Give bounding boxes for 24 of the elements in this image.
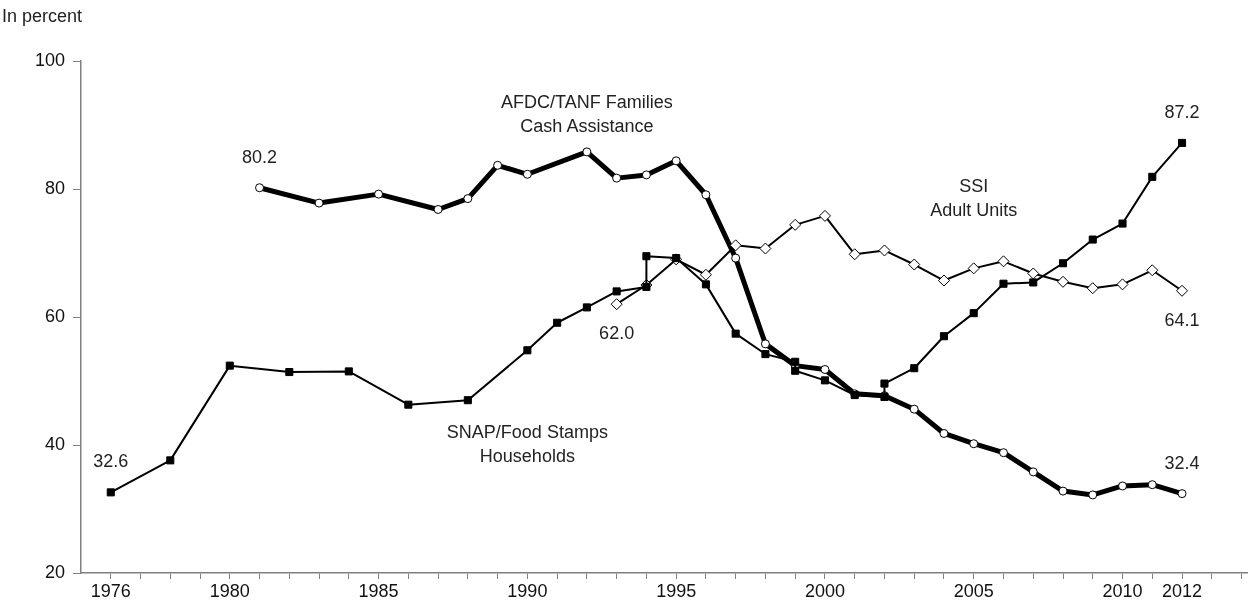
y-tick-label: 100 xyxy=(34,49,65,70)
series-label: AFDC/TANF Families Cash Assistance xyxy=(501,92,673,137)
data-label: 64.1 xyxy=(1164,309,1200,330)
y-axis-title: In percent xyxy=(2,5,83,26)
text: SSI Adult Units xyxy=(930,175,1018,220)
x-tick-label: 2012 xyxy=(1162,580,1203,601)
x-tick-label: 1995 xyxy=(656,580,697,601)
x-tick-label: 2000 xyxy=(804,580,845,601)
series-label: SNAP/Food Stamps Households xyxy=(446,421,608,466)
x-tick-label: 1976 xyxy=(90,580,131,601)
data-label: 87.2 xyxy=(1164,101,1200,122)
y-tick-label: 20 xyxy=(44,561,65,582)
y-tick-label: 80 xyxy=(44,177,65,198)
y-tick-label: 40 xyxy=(44,433,65,454)
y-tick-label: 60 xyxy=(44,305,65,326)
x-tick-label: 1980 xyxy=(209,580,250,601)
data-label: 32.6 xyxy=(93,451,129,472)
data-label: 62.0 xyxy=(599,323,635,344)
data-label: 32.4 xyxy=(1164,452,1200,473)
x-tick-label: 1990 xyxy=(507,580,548,601)
data-label: 80.2 xyxy=(242,146,278,167)
x-tick-label: 2005 xyxy=(953,580,994,601)
x-tick-label: 2010 xyxy=(1102,580,1143,601)
x-tick-label: 1985 xyxy=(358,580,399,601)
